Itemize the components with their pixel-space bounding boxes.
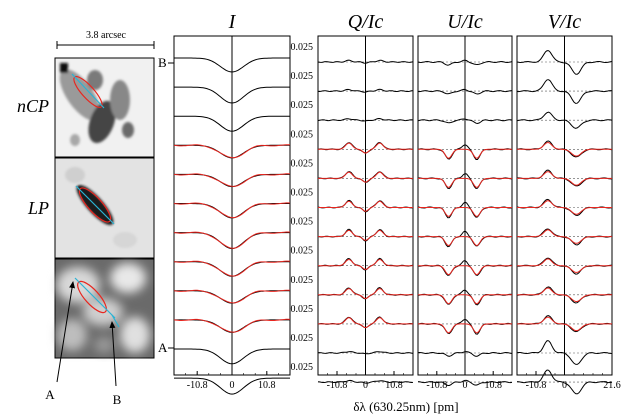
fit-profile	[318, 258, 413, 271]
x-axis-label: δλ (630.25nm) [pm]	[353, 399, 458, 414]
fit-profile	[418, 294, 512, 305]
ncp-label: nCP	[17, 96, 49, 116]
y-tick-label: 0.025	[291, 333, 314, 344]
row-labels: BA	[158, 55, 174, 355]
observed-profile	[417, 351, 513, 357]
panel-title: I	[228, 11, 237, 33]
y-tick-label: 0.025	[291, 158, 314, 169]
fit-profile	[418, 236, 512, 246]
x-tick-label: 0	[463, 380, 468, 391]
fit-profile	[318, 200, 413, 212]
lp-label: LP	[27, 198, 49, 218]
lp-image: LP	[27, 157, 155, 259]
observed-profile	[317, 118, 414, 122]
panel-1: Q/Ic -10.8 0 10.8 0.025 0.025 0.025 0.025 0.025 0…	[291, 11, 414, 391]
observed-profile	[174, 57, 290, 73]
pointer-b-label: B	[113, 392, 122, 407]
y-tick-label: 0.025	[291, 362, 314, 373]
profile-panels: I -10.8 0 10.8 Q/Ic -10.8 0 10.8 0.025 0.025 0.025…	[158, 11, 621, 395]
x-tick-label: 10.8	[258, 380, 276, 391]
observed-profile	[174, 377, 290, 395]
observed-profile	[174, 348, 290, 365]
fit-profile	[517, 287, 612, 302]
fit-profile	[173, 260, 291, 277]
observed-profile	[317, 351, 414, 355]
observed-profile	[417, 88, 513, 95]
fit-profile	[418, 177, 512, 188]
ncp-image: nCP	[17, 57, 155, 158]
panel-title: U/Ic	[447, 11, 483, 33]
panel-title: Q/Ic	[348, 11, 384, 33]
observed-profile	[417, 118, 513, 125]
x-tick-label: -10.8	[526, 380, 547, 391]
x-tick-label: 0	[363, 380, 368, 391]
observed-profile	[417, 379, 513, 386]
y-tick-label: 0.025	[291, 71, 314, 82]
x-tick-label: 0	[230, 380, 235, 391]
observed-profile	[516, 79, 613, 104]
row-label-b: B	[158, 55, 167, 70]
fit-profile	[418, 207, 512, 217]
observed-profile	[417, 59, 513, 66]
fit-profile	[173, 202, 291, 219]
y-tick-label: 0.025	[291, 100, 314, 111]
fit-profile	[517, 229, 612, 244]
fit-profile	[173, 144, 291, 159]
observed-profile	[317, 379, 414, 384]
observed-profile	[317, 88, 414, 93]
fit-profile	[173, 231, 291, 249]
y-tick-label: 0.025	[291, 42, 314, 53]
x-tick-label: 21.6	[603, 380, 621, 391]
scale-bar: 3.8 arcsec	[56, 30, 155, 49]
panel-2: U/Ic -10.8 0 10.8	[417, 11, 513, 391]
scale-label: 3.8 arcsec	[86, 30, 127, 41]
fit-profile	[517, 258, 612, 273]
observed-profile	[516, 111, 613, 129]
observed-profile	[516, 50, 613, 75]
y-tick-label: 0.025	[291, 275, 314, 286]
fit-profile	[318, 142, 413, 154]
fit-profile	[517, 200, 612, 215]
y-tick-label: 0.025	[291, 188, 314, 199]
fit-profile	[173, 173, 291, 187]
y-tick-label: 0.025	[291, 129, 314, 140]
fit-profile	[418, 148, 512, 159]
fit-profile	[173, 289, 291, 304]
fit-profile	[418, 265, 512, 275]
fit-profile	[318, 317, 413, 329]
x-tick-label: 0	[562, 380, 567, 391]
x-tick-label: 10.8	[385, 380, 403, 391]
observed-profile	[317, 59, 414, 64]
fit-profile	[517, 316, 612, 332]
fit-profile	[517, 171, 612, 186]
pointer-b: B	[109, 321, 122, 407]
row-label-a: A	[158, 340, 168, 355]
fit-profile	[418, 323, 512, 334]
panel-0: I -10.8 0 10.8	[173, 11, 291, 395]
fit-profile	[517, 142, 612, 157]
fit-profile	[173, 318, 291, 333]
x-tick-label: -10.8	[426, 380, 447, 391]
pointer-a-label: A	[45, 387, 55, 402]
x-tick-label: -10.8	[187, 380, 208, 391]
y-tick-label: 0.025	[291, 246, 314, 257]
x-tick-label: 10.8	[484, 380, 502, 391]
fit-profile	[318, 171, 413, 183]
observed-profile	[174, 115, 290, 132]
panel-title: V/Ic	[548, 11, 581, 33]
panel-3: V/Ic -10.8 0 21.6	[516, 11, 621, 395]
fit-profile	[318, 229, 413, 241]
observed-profile	[516, 340, 613, 365]
y-tick-label: 0.025	[291, 217, 314, 228]
fit-profile	[318, 287, 413, 300]
observed-profile	[174, 86, 290, 104]
y-tick-label: 0.025	[291, 304, 314, 315]
x-tick-label: -10.8	[327, 380, 348, 391]
observed-profile	[516, 369, 613, 395]
continuum-image	[54, 258, 155, 359]
pointer-a: A	[45, 281, 76, 402]
